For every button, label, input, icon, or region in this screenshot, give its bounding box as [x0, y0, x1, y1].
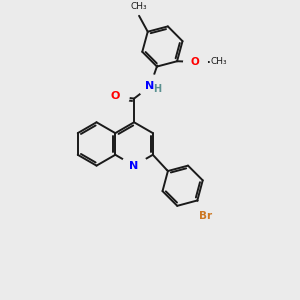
Text: Br: Br — [200, 211, 213, 221]
Text: H: H — [153, 84, 161, 94]
Text: N: N — [129, 160, 139, 171]
Text: O: O — [111, 91, 120, 101]
Text: N: N — [145, 81, 154, 92]
Text: CH₃: CH₃ — [131, 2, 147, 10]
Text: O: O — [190, 57, 200, 67]
Text: CH₃: CH₃ — [211, 57, 227, 66]
